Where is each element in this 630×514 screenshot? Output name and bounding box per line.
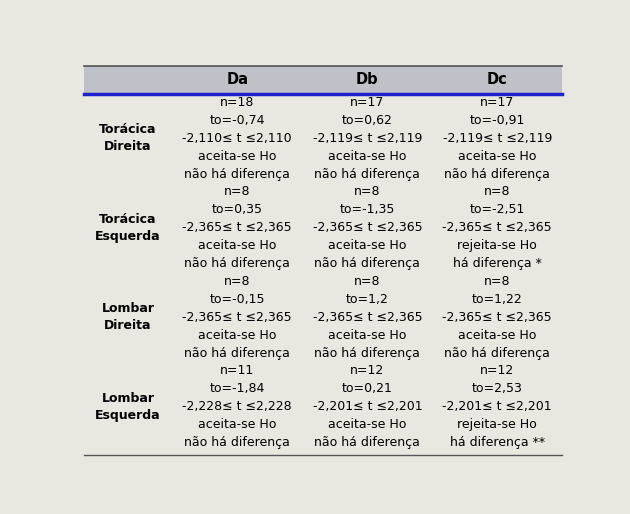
- Bar: [84, 66, 562, 94]
- Text: Torácica
Esquerda: Torácica Esquerda: [95, 213, 161, 243]
- Text: n=8
to=0,35
-2,365≤ t ≤2,365
aceita-se Ho
não há diferença: n=8 to=0,35 -2,365≤ t ≤2,365 aceita-se H…: [183, 186, 292, 270]
- Text: Lombar
Esquerda: Lombar Esquerda: [95, 392, 161, 422]
- Text: n=8
to=-0,15
-2,365≤ t ≤2,365
aceita-se Ho
não há diferença: n=8 to=-0,15 -2,365≤ t ≤2,365 aceita-se …: [183, 275, 292, 360]
- Text: n=11
to=-1,84
-2,228≤ t ≤2,228
aceita-se Ho
não há diferença: n=11 to=-1,84 -2,228≤ t ≤2,228 aceita-se…: [183, 364, 292, 449]
- Text: n=8
to=-2,51
-2,365≤ t ≤2,365
rejeita-se Ho
há diferença *: n=8 to=-2,51 -2,365≤ t ≤2,365 rejeita-se…: [442, 186, 552, 270]
- Text: n=8
to=-1,35
-2,365≤ t ≤2,365
aceita-se Ho
não há diferença: n=8 to=-1,35 -2,365≤ t ≤2,365 aceita-se …: [312, 186, 422, 270]
- Text: n=12
to=0,21
-2,201≤ t ≤2,201
aceita-se Ho
não há diferença: n=12 to=0,21 -2,201≤ t ≤2,201 aceita-se …: [312, 364, 422, 449]
- Text: Dc: Dc: [487, 72, 508, 87]
- Text: Lombar
Direita: Lombar Direita: [101, 302, 154, 333]
- Text: n=8
to=1,2
-2,365≤ t ≤2,365
aceita-se Ho
não há diferença: n=8 to=1,2 -2,365≤ t ≤2,365 aceita-se Ho…: [312, 275, 422, 360]
- Text: n=12
to=2,53
-2,201≤ t ≤2,201
rejeita-se Ho
há diferença **: n=12 to=2,53 -2,201≤ t ≤2,201 rejeita-se…: [442, 364, 552, 449]
- Text: n=8
to=1,22
-2,365≤ t ≤2,365
aceita-se Ho
não há diferença: n=8 to=1,22 -2,365≤ t ≤2,365 aceita-se H…: [442, 275, 552, 360]
- Text: n=17
to=-0,91
-2,119≤ t ≤2,119
aceita-se Ho
não há diferença: n=17 to=-0,91 -2,119≤ t ≤2,119 aceita-se…: [443, 96, 552, 181]
- Text: n=18
to=-0,74
-2,110≤ t ≤2,110
aceita-se Ho
não há diferença: n=18 to=-0,74 -2,110≤ t ≤2,110 aceita-se…: [183, 96, 292, 181]
- Text: n=17
to=0,62
-2,119≤ t ≤2,119
aceita-se Ho
não há diferença: n=17 to=0,62 -2,119≤ t ≤2,119 aceita-se …: [312, 96, 422, 181]
- Text: Db: Db: [356, 72, 379, 87]
- Text: Torácica
Direita: Torácica Direita: [99, 123, 157, 154]
- Text: Da: Da: [226, 72, 248, 87]
